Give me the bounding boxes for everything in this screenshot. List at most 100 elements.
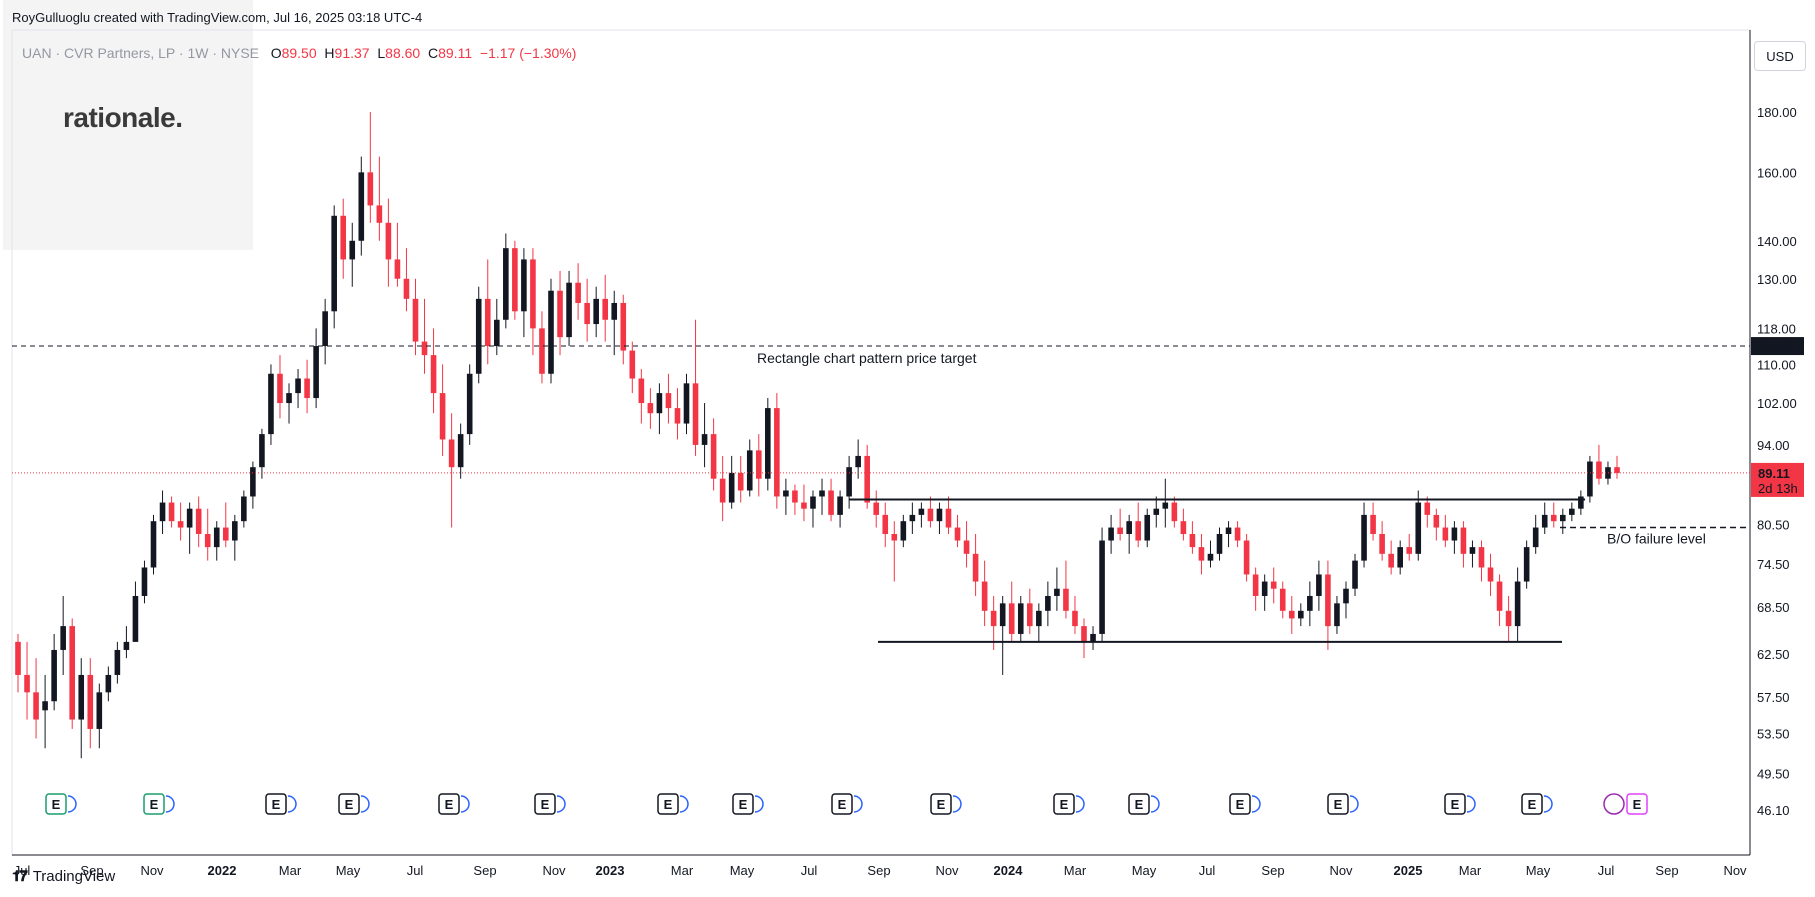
candle-body bbox=[1541, 514, 1548, 528]
legend-close: 89.11 bbox=[438, 45, 473, 61]
earnings-marker-label: E bbox=[1528, 797, 1537, 812]
earnings-icon bbox=[732, 793, 754, 815]
candle-body bbox=[647, 403, 654, 414]
dividend-icon bbox=[952, 795, 962, 813]
candle-body bbox=[900, 521, 907, 541]
candle-body bbox=[1026, 603, 1033, 627]
candle-body bbox=[1478, 547, 1485, 568]
candle-body bbox=[286, 393, 292, 404]
candle-body bbox=[69, 626, 76, 720]
time-tick-label: Mar bbox=[1064, 863, 1087, 878]
earnings-icon bbox=[1128, 793, 1150, 815]
candle-body bbox=[873, 502, 880, 515]
earnings-marker-label: E bbox=[1334, 797, 1343, 812]
candle-body bbox=[1270, 581, 1277, 589]
dividend-icon bbox=[679, 795, 689, 813]
candle-body bbox=[1596, 461, 1602, 479]
candle-body bbox=[719, 478, 726, 503]
candle-body bbox=[710, 434, 717, 479]
candle-body bbox=[1559, 514, 1566, 522]
candle-body bbox=[177, 521, 184, 528]
candle-body bbox=[855, 455, 861, 468]
earnings-marker-label: E bbox=[838, 797, 847, 812]
price-target-label: Rectangle chart pattern price target bbox=[757, 350, 977, 366]
candle-body bbox=[656, 393, 663, 414]
candle-body bbox=[1108, 527, 1114, 541]
candle-body bbox=[1514, 581, 1521, 627]
candle-body bbox=[954, 527, 961, 541]
candle-body bbox=[385, 222, 392, 260]
upcoming-event-icon bbox=[1603, 793, 1625, 815]
candle-body bbox=[367, 172, 374, 206]
earnings-icon bbox=[143, 793, 165, 815]
candle-body bbox=[1225, 527, 1232, 534]
time-tick-label: Jul bbox=[14, 863, 31, 878]
time-tick-label: Jul bbox=[1199, 863, 1216, 878]
chart-credit: RoyGulluoglu created with TradingView.co… bbox=[12, 10, 423, 25]
earnings-marker-label: E bbox=[150, 797, 159, 812]
candle-body bbox=[638, 378, 645, 404]
candle-body bbox=[340, 215, 347, 260]
currency-button[interactable]: USD bbox=[1754, 41, 1806, 71]
candle-body bbox=[51, 649, 57, 702]
candle-body bbox=[1460, 527, 1467, 554]
candle-body bbox=[403, 278, 410, 299]
candle-body bbox=[602, 298, 609, 320]
time-tick-label: Sep bbox=[473, 863, 496, 878]
candle-body bbox=[1569, 508, 1575, 515]
countdown-text: 2d 13h bbox=[1758, 481, 1798, 496]
candle-body bbox=[466, 373, 473, 435]
candle-body bbox=[1614, 467, 1620, 473]
price-tick-label: 102.00 bbox=[1757, 396, 1797, 411]
time-tick-label: Mar bbox=[1459, 863, 1482, 878]
earnings-icon bbox=[930, 793, 952, 815]
candle-body bbox=[512, 248, 518, 312]
candle-body bbox=[575, 282, 581, 303]
dividend-icon bbox=[853, 795, 863, 813]
candle-body bbox=[927, 508, 934, 522]
candle-body bbox=[159, 502, 166, 522]
price-tick-label: 62.50 bbox=[1757, 647, 1790, 662]
legend-low-label: L bbox=[377, 45, 386, 61]
candle-body bbox=[503, 248, 509, 320]
watermark-logo: rationale. bbox=[63, 102, 183, 133]
price-tick-label: 110.00 bbox=[1757, 357, 1796, 372]
earnings-marker-label: E bbox=[345, 797, 354, 812]
dividend-icon bbox=[287, 795, 297, 813]
candle-body bbox=[376, 205, 383, 223]
candle-body bbox=[1045, 595, 1051, 611]
legend-open-label: O bbox=[270, 45, 282, 61]
candle-body bbox=[60, 626, 66, 650]
candle-body bbox=[493, 319, 500, 347]
candle-body bbox=[737, 472, 744, 491]
time-tick-label: 2024 bbox=[994, 863, 1024, 878]
candle-body bbox=[1487, 567, 1494, 582]
candle-body bbox=[1370, 514, 1376, 534]
earnings-marker-label: E bbox=[1060, 797, 1069, 812]
candle-body bbox=[981, 581, 988, 611]
candle-body bbox=[864, 455, 870, 503]
candle-body bbox=[810, 496, 816, 509]
candle-body bbox=[204, 533, 211, 548]
candle-body bbox=[1036, 610, 1042, 627]
candle-body bbox=[277, 373, 283, 404]
dividend-icon bbox=[556, 795, 566, 813]
candle-body bbox=[1252, 574, 1259, 596]
candle-body bbox=[1144, 514, 1151, 541]
plot-frame bbox=[11, 29, 1751, 856]
time-tick-label: Mar bbox=[279, 863, 302, 878]
candle-body bbox=[1316, 574, 1322, 596]
candle-body bbox=[186, 508, 193, 528]
candle-body bbox=[1261, 581, 1268, 596]
dividend-icon bbox=[67, 795, 77, 813]
earnings-icon bbox=[534, 793, 556, 815]
candle-body bbox=[457, 434, 464, 468]
candle-body bbox=[250, 467, 256, 497]
symbol-legend: UAN · CVR Partners, LP · 1W · NYSE O89.5… bbox=[22, 45, 576, 61]
candle-body bbox=[692, 383, 699, 445]
candle-body bbox=[105, 674, 112, 693]
candle-body bbox=[1343, 588, 1349, 604]
upcoming-earnings-label: E bbox=[1633, 797, 1642, 812]
candle-body bbox=[1099, 540, 1105, 634]
